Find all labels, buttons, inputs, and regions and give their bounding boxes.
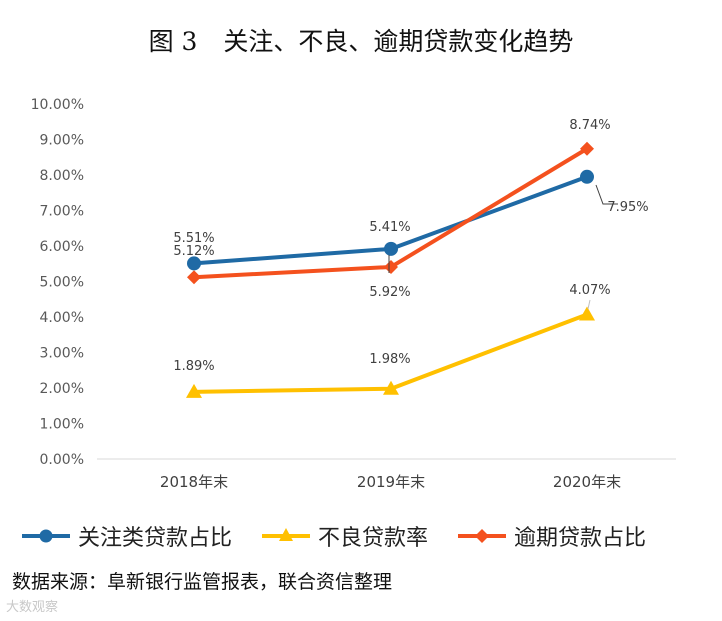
y-tick-label: 10.00% bbox=[31, 97, 84, 113]
data-point-diamond bbox=[384, 259, 398, 274]
legend-label: 不良贷款率 bbox=[318, 526, 429, 551]
data-label: 1.89% bbox=[173, 359, 214, 374]
data-label: 5.41% bbox=[369, 220, 410, 235]
y-tick-label: 0.00% bbox=[40, 452, 84, 468]
legend-item-attention: 关注类贷款占比 bbox=[20, 520, 232, 552]
legend-item-npl: 不良贷款率 bbox=[260, 520, 428, 552]
data-point-diamond bbox=[580, 141, 594, 156]
legend-swatch-circle-icon bbox=[22, 529, 70, 543]
legend-swatch-triangle-icon bbox=[262, 528, 311, 541]
data-point-circle bbox=[580, 169, 594, 184]
legend-item-overdue: 逾期贷款占比 bbox=[456, 520, 646, 552]
x-tick-label: 2019年末 bbox=[357, 473, 425, 491]
legend-label: 关注类贷款占比 bbox=[78, 526, 233, 551]
data-point-triangle bbox=[383, 380, 399, 395]
legend-label: 逾期贷款占比 bbox=[514, 526, 647, 551]
chart-title: 图 3 关注、不良、逾期贷款变化趋势 bbox=[0, 22, 722, 58]
legend-swatch-diamond-icon bbox=[458, 529, 507, 543]
data-point-diamond bbox=[187, 270, 201, 285]
y-tick-label: 1.00% bbox=[40, 417, 84, 433]
data-label: 1.98% bbox=[369, 352, 410, 367]
data-label: 4.07% bbox=[569, 283, 610, 298]
x-tick-label: 2018年末 bbox=[160, 473, 228, 491]
figure-title: 关注、不良、逾期贷款变化趋势 bbox=[223, 27, 574, 56]
y-tick-label: 3.00% bbox=[40, 346, 84, 362]
label-leader-line bbox=[587, 299, 591, 310]
data-point-triangle bbox=[186, 383, 202, 398]
x-tick-label: 2020年末 bbox=[553, 473, 621, 491]
y-tick-label: 7.00% bbox=[40, 204, 84, 220]
y-tick-label: 2.00% bbox=[40, 381, 84, 397]
y-tick-label: 4.00% bbox=[40, 310, 84, 326]
data-point-triangle bbox=[579, 306, 595, 321]
data-label: 8.74% bbox=[569, 118, 610, 133]
data-point-circle bbox=[187, 256, 201, 271]
y-tick-label: 6.00% bbox=[40, 239, 84, 255]
y-tick-label: 5.00% bbox=[40, 275, 84, 291]
figure-number: 图 3 bbox=[148, 27, 198, 56]
label-leader-line bbox=[595, 184, 618, 205]
data-label: 5.12% bbox=[173, 244, 214, 259]
y-tick-label: 9.00% bbox=[40, 133, 84, 149]
watermark: 大数观察 bbox=[6, 600, 59, 615]
data-label: 5.51% bbox=[173, 231, 214, 246]
data-source-note: 数据来源：阜新银行监管报表，联合资信整理 bbox=[12, 571, 393, 593]
data-point-circle bbox=[384, 241, 398, 256]
y-tick-label: 8.00% bbox=[40, 168, 84, 184]
chart-legend: 关注类贷款占比 不良贷款率 逾期贷款占比 bbox=[20, 521, 674, 551]
data-label: 7.95% bbox=[607, 200, 648, 215]
data-label: 5.92% bbox=[369, 285, 410, 300]
